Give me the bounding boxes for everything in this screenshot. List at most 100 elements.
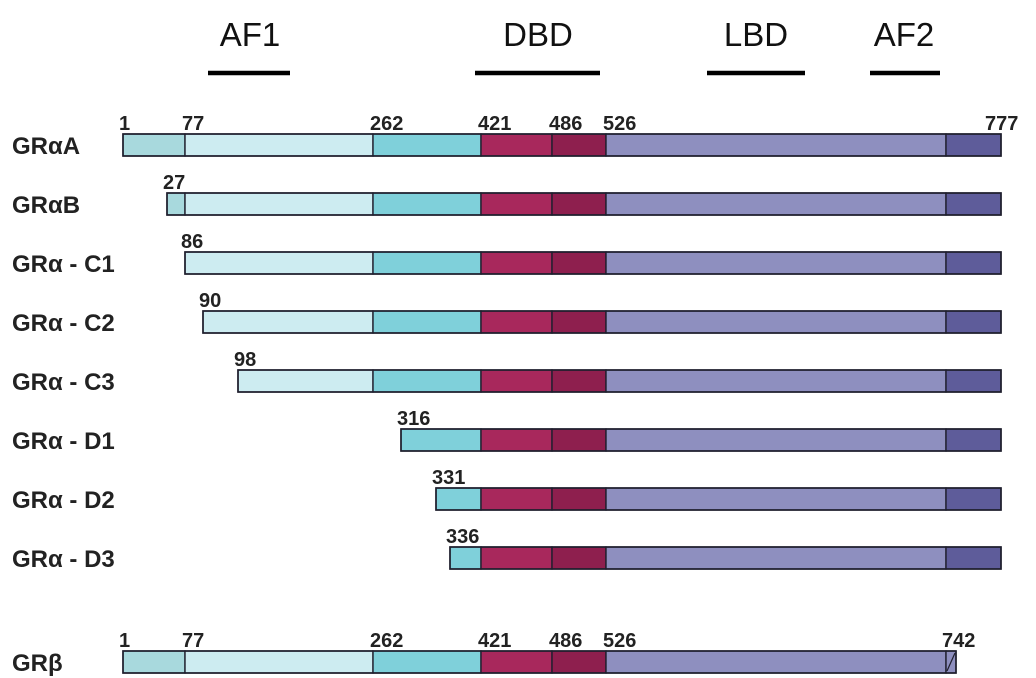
start-residue-label: 336	[446, 526, 479, 548]
lbd-segment	[605, 546, 947, 570]
residue-label: 77	[182, 113, 204, 135]
isoform-row: GRα - C1 86	[12, 231, 1002, 278]
lbd-segment	[605, 487, 947, 511]
isoform-name: GRα - D3	[12, 546, 115, 573]
domain-label-lbd: LBD	[724, 16, 788, 53]
isoform-row: GRα - C3 98	[12, 349, 1002, 396]
dbd-segment-2	[551, 650, 607, 674]
residue-label: 486	[549, 630, 582, 652]
af2-segment	[945, 487, 1002, 511]
isoform-bar-outline	[166, 192, 1002, 216]
linker-segment	[372, 650, 482, 674]
af2-segment	[945, 546, 1002, 570]
linker-segment	[372, 251, 482, 275]
af1-segment	[202, 310, 374, 334]
lbd-segment	[605, 192, 947, 216]
dbd-segment-1	[480, 251, 553, 275]
af2-segment	[945, 192, 1002, 216]
dbd-segment-2	[551, 546, 607, 570]
start-residue-label: 86	[181, 231, 203, 253]
nterm-segment	[122, 133, 186, 157]
linker-segment	[435, 487, 482, 511]
dbd-segment-1	[480, 546, 553, 570]
af2-segment	[945, 428, 1002, 452]
isoform-row: GRα - C2 90	[12, 290, 1002, 337]
isoform-name: GRα - D2	[12, 487, 115, 514]
dbd-segment-1	[480, 428, 553, 452]
residue-label: 262	[370, 113, 403, 135]
linker-segment	[372, 133, 482, 157]
dbd-segment-1	[480, 369, 553, 393]
isoform-bar-outline	[122, 133, 1002, 157]
lbd-segment	[605, 650, 947, 674]
af2-segment	[945, 369, 1002, 393]
linker-segment	[400, 428, 482, 452]
lbd-segment	[605, 369, 947, 393]
residue-label: 77	[182, 630, 204, 652]
dbd-segment-1	[480, 133, 553, 157]
start-residue-label: 98	[234, 349, 256, 371]
dbd-segment-2	[551, 251, 607, 275]
isoform-bar-outline	[435, 487, 1002, 511]
domain-label-dbd: DBD	[503, 16, 573, 53]
isoform-name: GRαB	[12, 192, 80, 219]
beta-tail-hatch	[946, 652, 956, 672]
isoform-bar-outline	[184, 251, 1002, 275]
domain-label-af2: AF2	[874, 16, 935, 53]
af2-segment	[945, 310, 1002, 334]
isoform-bar-outline	[202, 310, 1002, 334]
dbd-segment-1	[480, 650, 553, 674]
isoform-row: GRαB 27	[12, 172, 1002, 219]
isoform-bar-outline	[122, 650, 957, 674]
end-residue-label: 742	[942, 630, 975, 652]
end-residue-label: 777	[985, 113, 1018, 135]
start-residue-label: 1	[119, 630, 130, 652]
isoform-name: GRα - C2	[12, 310, 115, 337]
start-residue-label: 27	[163, 172, 185, 194]
residue-label: 421	[478, 630, 511, 652]
residue-label: 486	[549, 113, 582, 135]
isoform-bar-outline	[237, 369, 1002, 393]
isoform-bar-outline	[449, 546, 1002, 570]
isoform-name: GRα - D1	[12, 428, 115, 455]
domain-header: AF1 DBD LBD AF2	[208, 16, 940, 76]
af1-segment	[237, 369, 374, 393]
domain-label-af1: AF1	[220, 16, 281, 53]
isoform-name: GRα - C1	[12, 251, 115, 278]
isoform-name: GRβ	[12, 650, 63, 677]
nterm-segment	[122, 650, 186, 674]
af1-segment	[184, 192, 374, 216]
residue-label: 526	[603, 113, 636, 135]
lbd-segment	[605, 310, 947, 334]
dbd-segment-1	[480, 192, 553, 216]
af1-segment	[184, 650, 374, 674]
start-residue-label: 316	[397, 408, 430, 430]
start-residue-label: 90	[199, 290, 221, 312]
lbd-segment	[605, 133, 947, 157]
dbd-segment-2	[551, 133, 607, 157]
isoform-row: GRβ 1 77 262 421 486 526 742	[12, 630, 975, 677]
isoform-row: GRα - D1 316	[12, 408, 1002, 455]
residue-label: 262	[370, 630, 403, 652]
dbd-segment-2	[551, 310, 607, 334]
af2-segment	[945, 133, 1002, 157]
dbd-segment-2	[551, 428, 607, 452]
residue-label: 526	[603, 630, 636, 652]
linker-segment	[372, 369, 482, 393]
isoform-bar-outline	[400, 428, 1002, 452]
start-residue-label: 331	[432, 467, 465, 489]
lbd-segment	[605, 251, 947, 275]
af2-segment	[945, 251, 1002, 275]
nterm-segment	[166, 192, 186, 216]
start-residue-label: 1	[119, 113, 130, 135]
af1-segment	[184, 133, 374, 157]
isoform-row: GRα - D3 336	[12, 526, 1002, 573]
linker-segment	[372, 192, 482, 216]
isoform-name: GRαA	[12, 133, 80, 160]
dbd-segment-2	[551, 369, 607, 393]
residue-label: 421	[478, 113, 511, 135]
isoform-row: GRα - D2 331	[12, 467, 1002, 514]
lbd-segment	[605, 428, 947, 452]
